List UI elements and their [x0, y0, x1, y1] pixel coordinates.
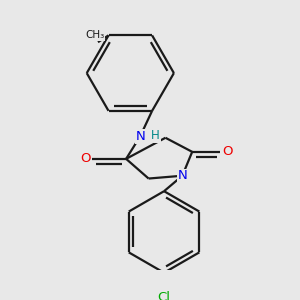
Text: O: O — [222, 145, 232, 158]
Text: O: O — [80, 152, 91, 165]
Text: H: H — [151, 129, 160, 142]
Text: N: N — [135, 130, 145, 143]
Text: Cl: Cl — [158, 291, 171, 300]
Text: N: N — [178, 169, 187, 182]
Text: CH₃: CH₃ — [85, 30, 105, 40]
